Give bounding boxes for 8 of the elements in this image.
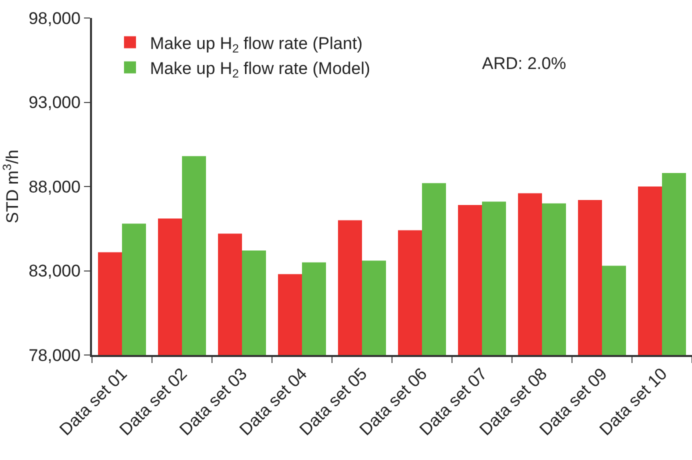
annotation: ARD: 2.0% [482,54,566,73]
legend-label: Make up H$_{2}$ flow rate (Model) [150,59,370,81]
y-tick-label: 78,000 [28,346,81,365]
legend-label: Make up H$_{2}$ flow rate (Plant) [150,34,363,56]
y-tick-label: 93,000 [28,93,81,112]
y-tick-label: 98,000 [28,8,81,28]
y-tick-label: 88,000 [28,177,81,196]
y-tick-label: 83,000 [28,262,81,281]
